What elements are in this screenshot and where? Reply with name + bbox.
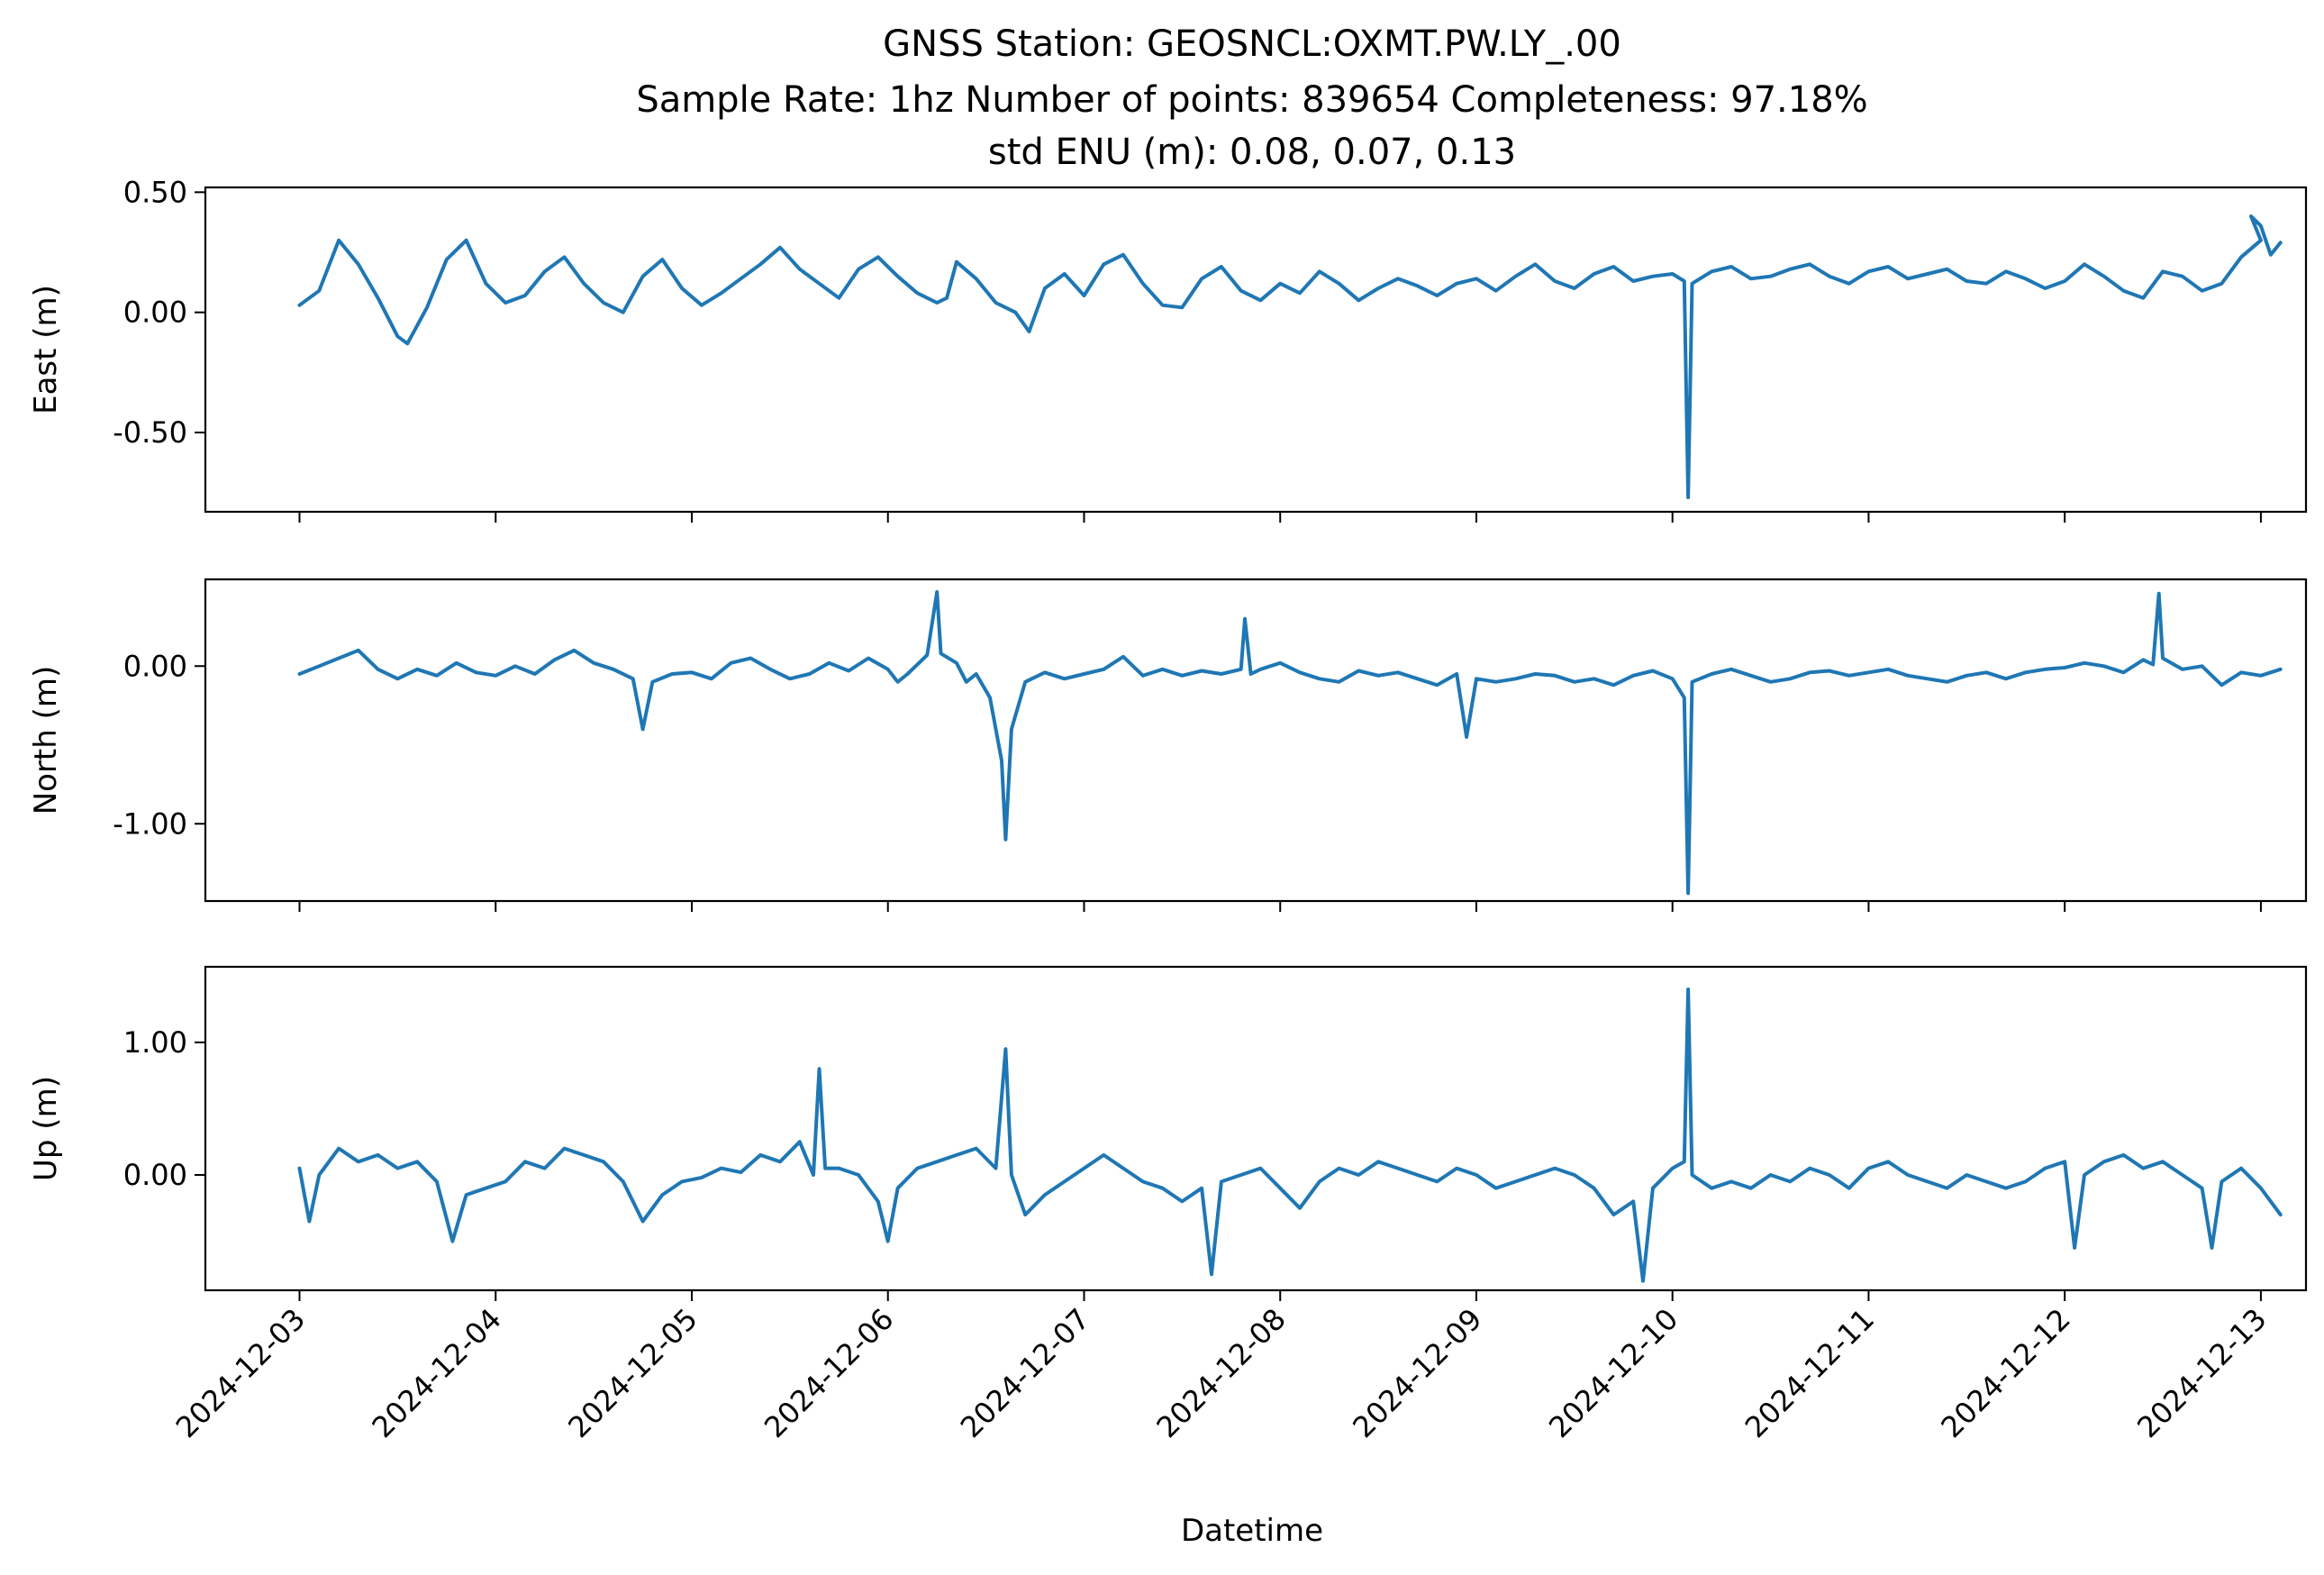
title-line-std-enu: std ENU (m): 0.08, 0.07, 0.13 bbox=[988, 132, 1516, 173]
panel-east: 0.50 0.00 -0.50 East (m) bbox=[28, 175, 2308, 523]
y-tick-label-east: -0.50 bbox=[113, 415, 187, 450]
panel-frame-east bbox=[204, 186, 2308, 514]
y-tick-label-east: 0.00 bbox=[123, 296, 187, 330]
y-axis-label-up: Up (m) bbox=[28, 1076, 64, 1181]
chart-title: GNSS Station: GEOSNCL:OXMT.PW.LY_.00 Sam… bbox=[636, 23, 1867, 173]
x-axis-label: Datetime bbox=[1181, 1513, 1323, 1549]
y-tick-label-up: 1.00 bbox=[123, 1025, 187, 1060]
y-tick-label-north: -1.00 bbox=[113, 806, 187, 841]
y-axis-label-north: North (m) bbox=[28, 666, 64, 815]
series-line-north bbox=[297, 590, 2283, 896]
panel-frame-north bbox=[204, 578, 2308, 903]
title-line-sample-rate: Sample Rate: 1hz Number of points: 83965… bbox=[636, 79, 1867, 121]
y-tick-label-east: 0.50 bbox=[123, 175, 187, 209]
panel-frame-up bbox=[204, 965, 2308, 1292]
panel-north: 0.00 -1.00 North (m) bbox=[28, 578, 2308, 912]
series-line-east bbox=[297, 214, 2283, 499]
y-tick-label-north: 0.00 bbox=[123, 649, 187, 683]
subplot-panels: 0.50 0.00 -0.50 East (m) 0.00 -1.00 North (m) 1… bbox=[28, 175, 2308, 1301]
y-tick-label-up: 0.00 bbox=[123, 1158, 187, 1192]
y-axis-label-east: East (m) bbox=[28, 285, 64, 414]
title-line-station: GNSS Station: GEOSNCL:OXMT.PW.LY_.00 bbox=[883, 23, 1621, 65]
panel-up: 1.00 0.00 Up (m) bbox=[28, 965, 2308, 1301]
series-line-up bbox=[297, 988, 2283, 1283]
